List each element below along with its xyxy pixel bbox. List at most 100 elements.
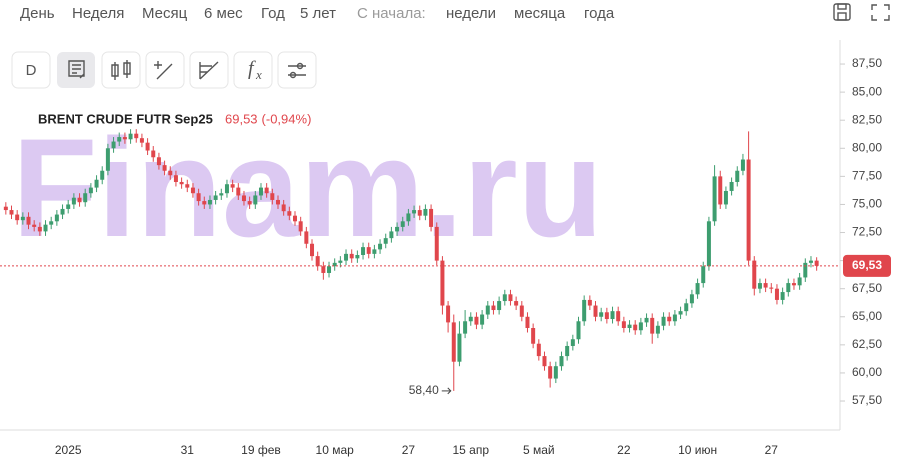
candle-body xyxy=(502,294,507,302)
toolbar: День Неделя Месяц 6 мес Год 5 лет С начала: нед… xyxy=(20,5,615,22)
candle-body xyxy=(270,193,275,200)
candle-body xyxy=(616,311,621,322)
candle-body xyxy=(553,366,558,379)
candle-body xyxy=(281,204,286,212)
candle-body xyxy=(71,197,76,205)
candle-body xyxy=(735,170,740,182)
candle-body xyxy=(723,190,728,205)
candle-body xyxy=(655,325,660,334)
candle-body xyxy=(689,294,694,304)
candle-body xyxy=(684,303,689,312)
note-button[interactable] xyxy=(57,52,95,88)
period-button[interactable]: Неделя xyxy=(72,5,124,22)
fullscreen-icon[interactable] xyxy=(871,4,890,21)
draw-line-icon xyxy=(154,61,173,80)
y-tick-label: 57,50 xyxy=(852,393,882,407)
y-tick-label: 85,00 xyxy=(852,84,882,98)
settings-button[interactable] xyxy=(277,51,317,89)
candle-body xyxy=(179,181,184,185)
candle-body xyxy=(54,214,59,222)
period-button[interactable]: 5 лет xyxy=(300,5,336,22)
candle-body xyxy=(678,311,683,315)
candle-body xyxy=(667,316,672,322)
candle-body xyxy=(321,266,326,273)
candle-body xyxy=(26,216,31,225)
candle-body xyxy=(224,184,229,194)
candle-body xyxy=(230,184,235,188)
since-button[interactable]: месяца xyxy=(514,5,566,22)
candle-body xyxy=(134,133,139,139)
candle-body xyxy=(20,216,25,221)
candle-body xyxy=(593,305,598,317)
x-tick-label: 31 xyxy=(181,443,195,457)
candle-body xyxy=(797,277,802,286)
candle-body xyxy=(514,301,519,306)
since-button[interactable]: года xyxy=(584,5,615,22)
candle-body xyxy=(740,159,745,171)
period-button[interactable]: Год xyxy=(261,5,285,22)
candle-body xyxy=(582,299,587,322)
candle-body xyxy=(83,193,88,203)
y-tick-label: 82,50 xyxy=(852,112,882,126)
candle-body xyxy=(621,321,626,329)
period-button[interactable]: День xyxy=(20,5,55,22)
candle-body xyxy=(3,206,8,211)
instrument-title: BRENT CRUDE FUTR Sep25 xyxy=(38,111,213,126)
low-annotation: 58,40 xyxy=(409,383,439,397)
candle-body xyxy=(395,226,400,232)
candle-body xyxy=(196,193,201,202)
low-arrowhead xyxy=(447,387,452,395)
candle-body xyxy=(599,312,604,317)
candle-body xyxy=(661,316,666,326)
candle-body xyxy=(145,142,150,151)
candle-body xyxy=(695,283,700,295)
save-icon[interactable] xyxy=(833,3,851,21)
candle-body xyxy=(185,184,190,188)
candle-body xyxy=(400,221,405,227)
since-button[interactable]: недели xyxy=(446,5,496,22)
candle-body xyxy=(43,224,48,232)
candle-body xyxy=(94,179,99,188)
y-tick-label: 60,00 xyxy=(852,365,882,379)
x-tick-label: 27 xyxy=(402,443,416,457)
function-sub: x xyxy=(255,67,262,82)
candle-body xyxy=(253,195,258,205)
candle-body xyxy=(814,260,819,266)
y-tick-label: 77,50 xyxy=(852,169,882,183)
candle-body xyxy=(774,288,779,300)
tools: D f x xyxy=(11,51,317,89)
price-badge-label: 69,53 xyxy=(852,258,882,272)
candle-body xyxy=(491,305,496,311)
candle-body xyxy=(729,181,734,191)
y-tick-label: 67,50 xyxy=(852,281,882,295)
candle-body xyxy=(349,253,354,259)
candles-button[interactable] xyxy=(101,51,141,89)
candle-body xyxy=(173,175,178,182)
period-button[interactable]: Месяц xyxy=(142,5,188,22)
settings-knob xyxy=(289,71,297,79)
candle-body xyxy=(383,238,388,244)
function-button[interactable] xyxy=(233,51,273,89)
candle-body xyxy=(701,266,706,284)
y-tick-label: 75,00 xyxy=(852,197,882,211)
candle-body xyxy=(332,262,337,267)
draw-line-button[interactable] xyxy=(145,51,185,89)
candle-body xyxy=(168,170,173,176)
candle-body xyxy=(412,210,417,214)
candle-body xyxy=(542,356,547,367)
candle-body xyxy=(497,301,502,311)
interval-label: D xyxy=(26,62,37,79)
candle-body xyxy=(531,328,536,344)
candle-body xyxy=(791,283,796,286)
candle-body xyxy=(718,176,723,205)
period-button[interactable]: 6 мес xyxy=(204,5,243,22)
candle-body xyxy=(525,316,530,329)
interval-button[interactable] xyxy=(11,51,51,89)
candle-body xyxy=(808,260,813,263)
candle-body xyxy=(49,221,54,225)
candle-body xyxy=(156,157,161,166)
candle-body xyxy=(287,211,292,216)
function-label: f xyxy=(248,58,256,80)
candle-body xyxy=(128,133,133,140)
